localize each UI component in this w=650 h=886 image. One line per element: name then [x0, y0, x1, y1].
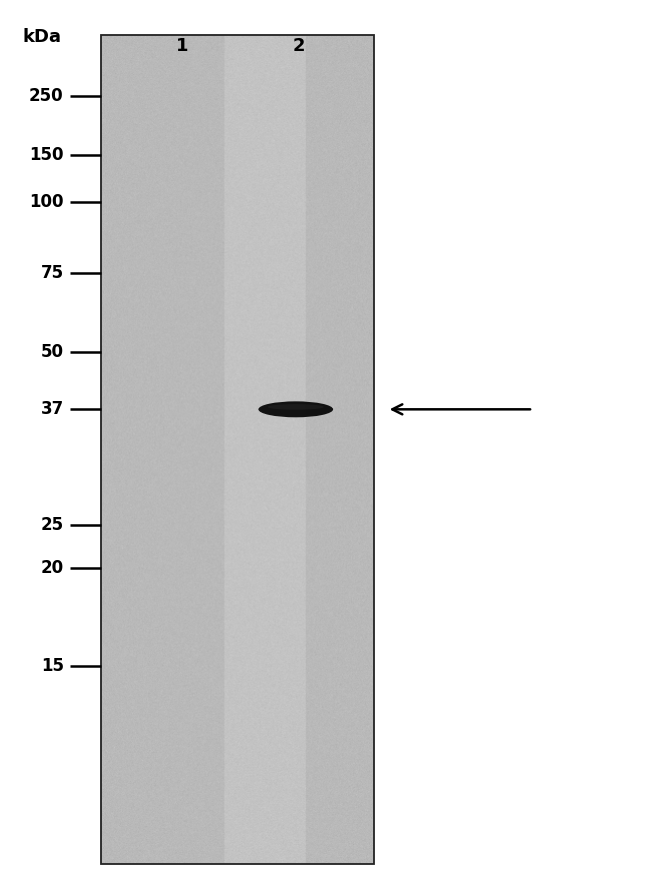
Text: 25: 25	[40, 516, 64, 533]
Text: 1: 1	[176, 37, 188, 55]
Ellipse shape	[259, 401, 333, 417]
Text: 150: 150	[29, 146, 64, 164]
Text: 15: 15	[41, 657, 64, 675]
Text: 2: 2	[292, 37, 306, 55]
Text: kDa: kDa	[23, 28, 62, 46]
Text: 37: 37	[40, 400, 64, 418]
Text: 75: 75	[40, 264, 64, 282]
Text: 100: 100	[29, 193, 64, 211]
Text: 250: 250	[29, 87, 64, 105]
Text: 20: 20	[40, 559, 64, 577]
Bar	[101, 35, 374, 864]
Text: 50: 50	[41, 343, 64, 361]
Ellipse shape	[268, 404, 324, 409]
